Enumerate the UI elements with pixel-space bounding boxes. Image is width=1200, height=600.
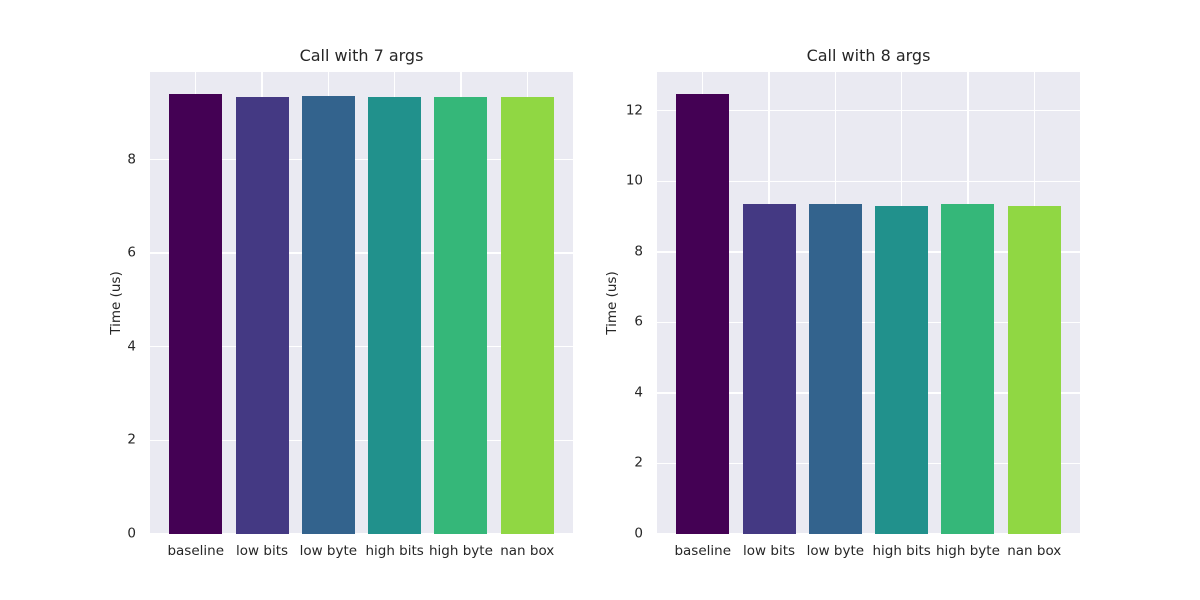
y-axis-label: Time (us) [108, 271, 124, 335]
x-tick-label: baseline [167, 543, 225, 559]
y-tick-label: 12 [625, 102, 643, 119]
chart-title: Call with 8 args [806, 46, 931, 66]
y-axis-label: Time (us) [604, 271, 620, 335]
x-tick-label: low byte [806, 543, 865, 559]
gridline [657, 321, 1080, 324]
x-tick-label: baseline [674, 543, 732, 559]
gridline [657, 392, 1080, 394]
y-tick-label: 8 [127, 150, 136, 167]
bar-baseline [169, 94, 223, 534]
bar-high-bits [368, 96, 422, 534]
bar-high-byte [434, 96, 488, 534]
gridline [657, 462, 1080, 465]
x-tick-label: low bits [743, 543, 796, 559]
x-tick-label: high bits [365, 543, 424, 559]
y-tick-label: 8 [634, 243, 643, 260]
subplot-call-with-7-args: Call with 7 args Time (us) 0 2 4 6 8 baselin… [108, 47, 573, 558]
bar-low-byte [808, 204, 862, 534]
gridline [150, 158, 573, 161]
y-tick-label: 6 [634, 313, 643, 330]
x-tick-label: high bits [872, 543, 931, 559]
bar-nan-box [1007, 206, 1061, 534]
y-tick-label: 4 [127, 338, 136, 355]
subplot-call-with-8-args: Call with 8 args Time (us) 0 2 4 6 8 10 12 bas… [604, 47, 1080, 558]
y-tick-label: 0 [127, 525, 136, 542]
y-tick-label: 10 [625, 172, 643, 189]
bar-high-byte [941, 204, 995, 534]
y-tick-label: 4 [634, 384, 643, 401]
x-tick-label: low byte [299, 543, 358, 559]
gridline [657, 110, 1080, 112]
y-tick-label: 6 [127, 244, 136, 261]
x-tick-label: nan box [500, 543, 555, 559]
y-tick-label: 0 [634, 525, 643, 542]
x-tick-label: nan box [1007, 543, 1062, 559]
gridline [150, 252, 573, 254]
gridline [150, 346, 573, 348]
gridline [657, 180, 1080, 183]
gridline [657, 251, 1080, 253]
y-tick-label: 2 [634, 454, 643, 471]
bar-low-bits [235, 96, 289, 534]
plot-area [657, 72, 1080, 534]
bar-high-bits [875, 205, 929, 534]
bar-nan-box [500, 96, 554, 534]
y-tick-label: 2 [127, 431, 136, 448]
bar-low-byte [301, 96, 355, 534]
bar-low-bits [742, 204, 796, 534]
x-tick-label: low bits [236, 543, 289, 559]
chart-title: Call with 7 args [299, 46, 424, 66]
plot-area [150, 72, 573, 534]
gridline [657, 533, 1080, 534]
gridline [150, 439, 573, 442]
gridline [150, 533, 573, 534]
bar-baseline [676, 93, 730, 534]
x-tick-label: high byte [428, 543, 493, 559]
x-tick-label: high byte [935, 543, 1000, 559]
